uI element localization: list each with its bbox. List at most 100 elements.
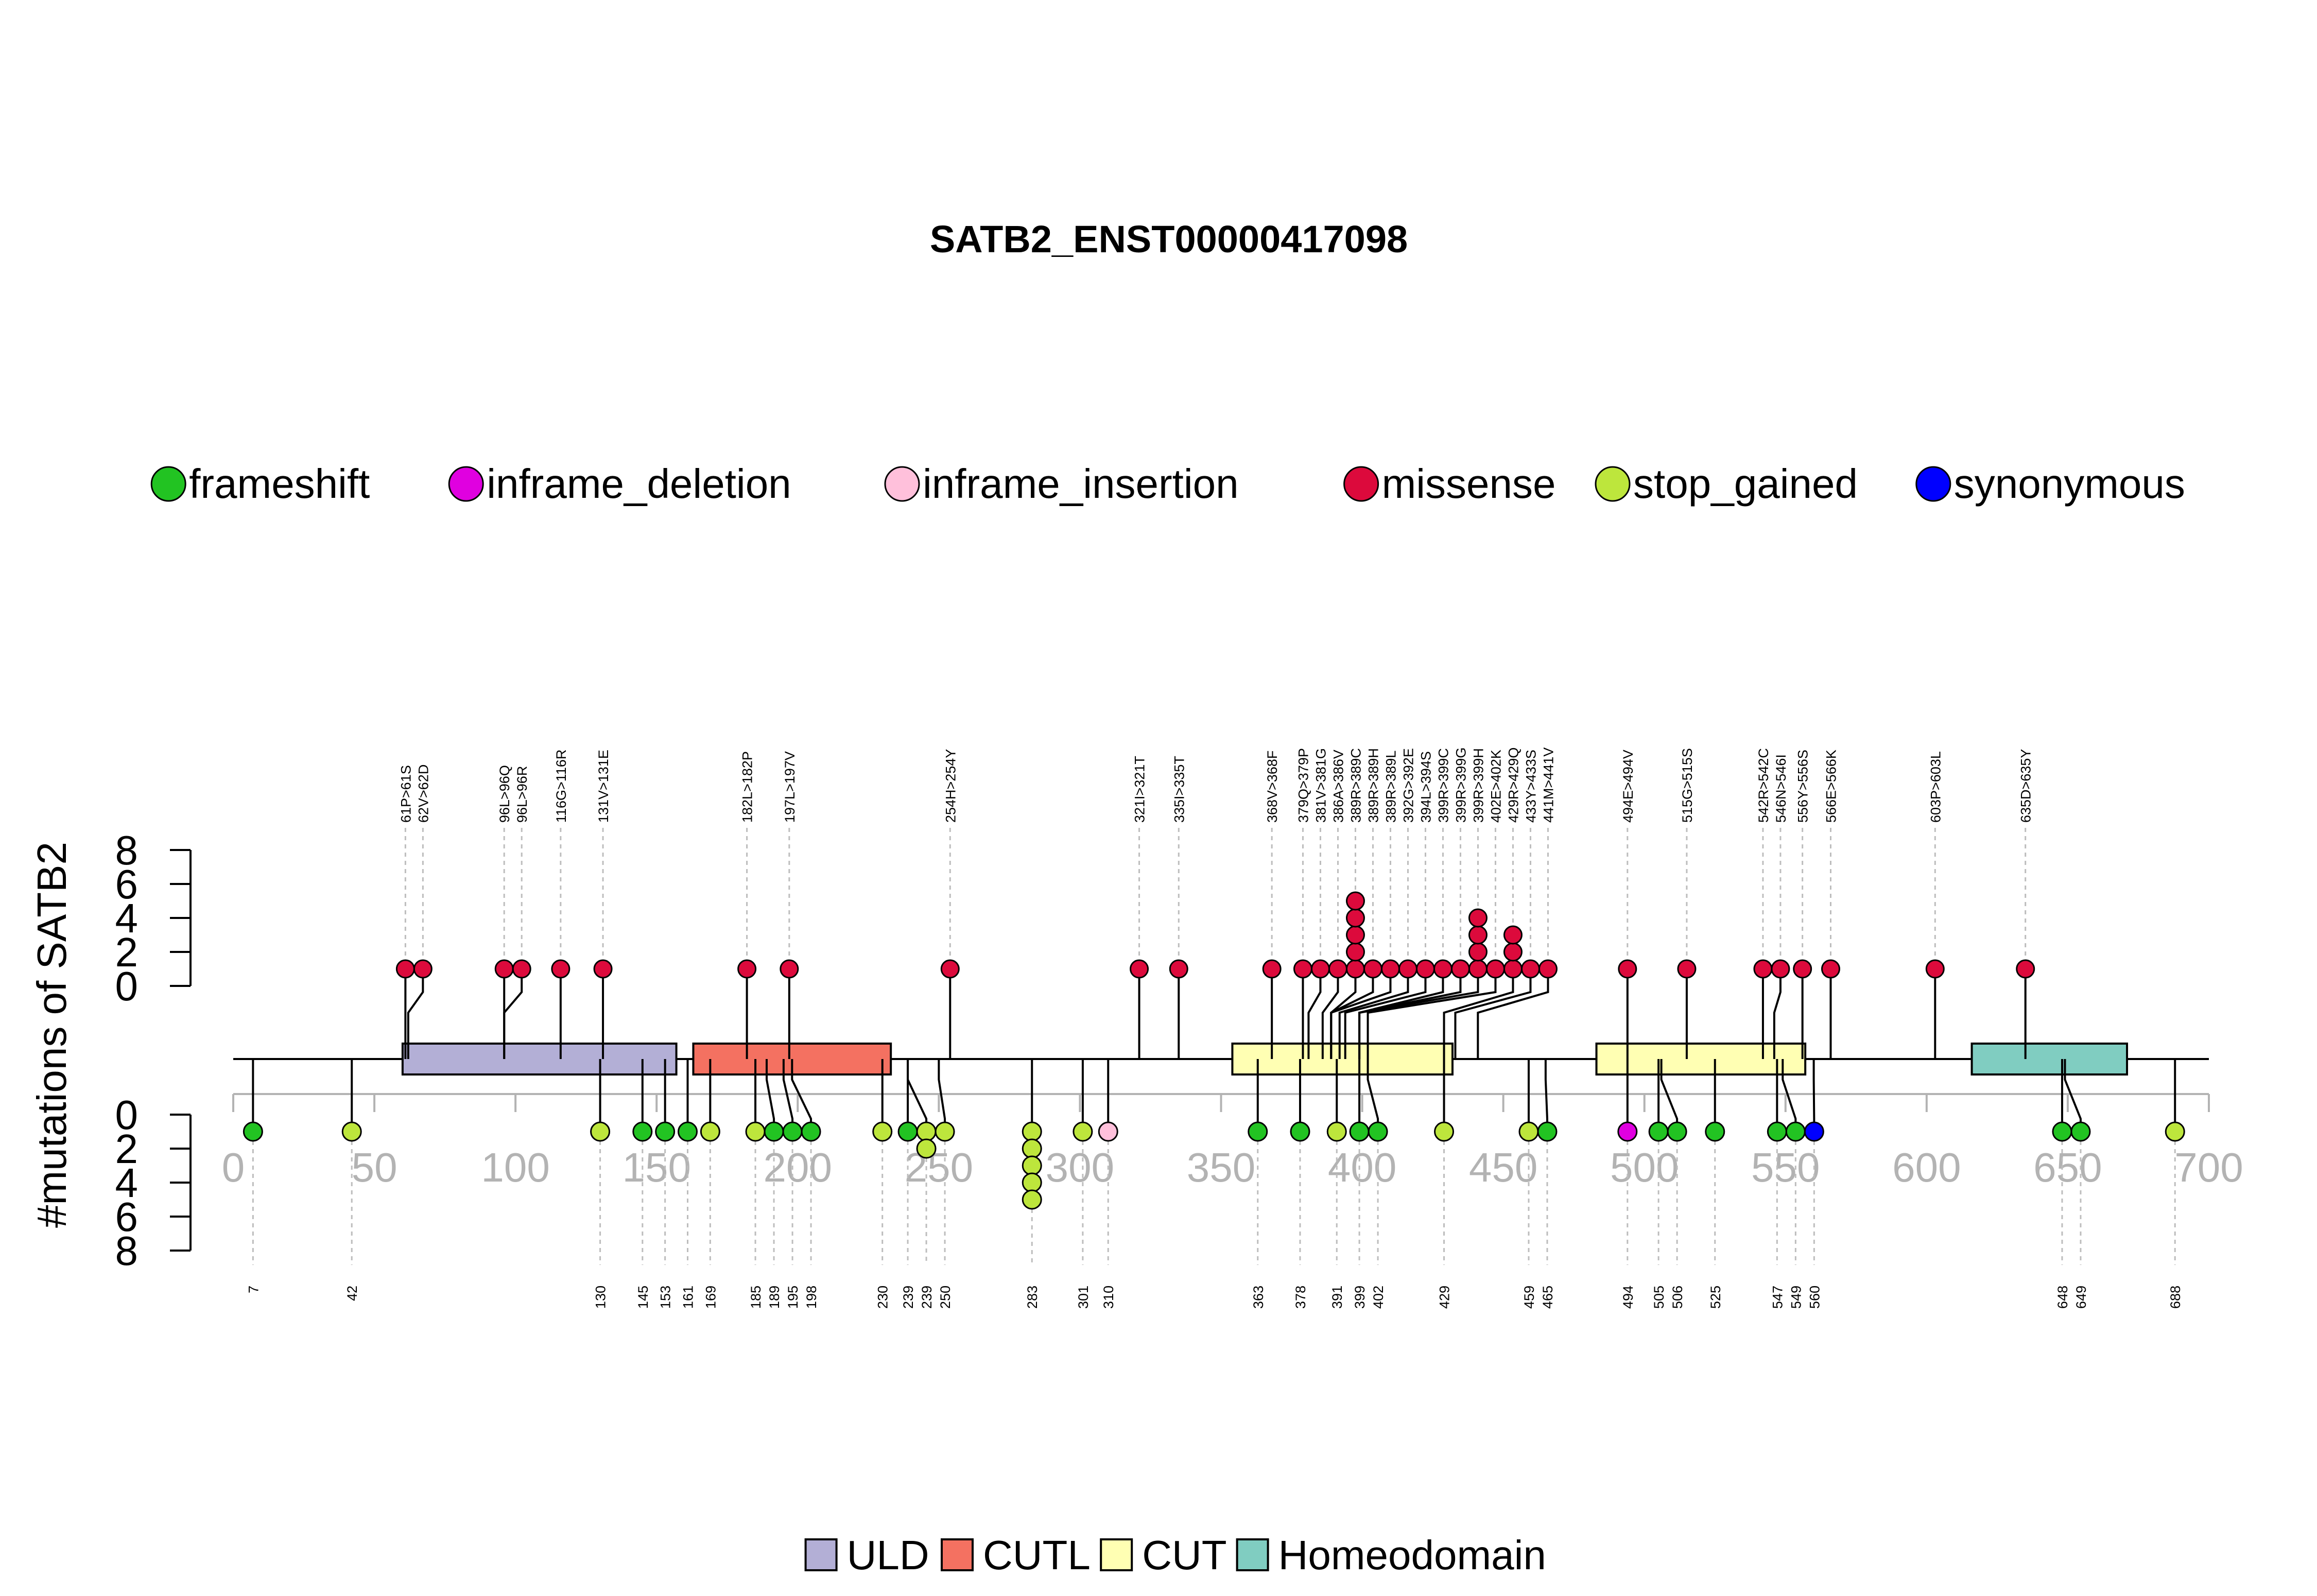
lower-dot-frameshift — [1537, 1121, 1558, 1142]
position-label: 505 — [1651, 1286, 1667, 1309]
lower-dot-310: 310 — [1098, 1059, 1118, 1309]
mutation-label: 394L>394S — [1418, 751, 1433, 823]
lollipop-head-missense — [1433, 959, 1453, 979]
upper-y-tick-label: 2 — [115, 929, 139, 975]
lollipop-368V>368F: 368V>368F — [1262, 751, 1282, 1059]
position-label: 547 — [1770, 1286, 1785, 1309]
lower-dot-inframe_deletion — [1617, 1121, 1638, 1142]
lollipop-335I>335T: 335I>335T — [1169, 756, 1188, 1059]
lollipop-566E>566K: 566E>566K — [1821, 750, 1840, 1059]
lollipop-381V>381G: 381V>381G — [1307, 748, 1330, 1059]
position-label: 648 — [2055, 1286, 2070, 1309]
lower-dot-399: 399 — [1349, 1059, 1370, 1309]
legend-label-synonymous: synonymous — [1954, 461, 2185, 507]
x-axis: 0 50 100 150 200 250 300 350 400 450 500 550 600 650 7… — [222, 1093, 2243, 1190]
mutation-label: 61P>61S — [398, 765, 413, 823]
x-tick-label: 150 — [622, 1144, 690, 1190]
position-label: 399 — [1352, 1286, 1368, 1309]
position-label: 363 — [1251, 1286, 1266, 1309]
lower-y-tick-label: 4 — [115, 1160, 139, 1206]
position-label: 169 — [703, 1286, 718, 1309]
mutation-label: 96L>96R — [514, 766, 530, 823]
lollipop-head-missense — [1753, 959, 1773, 979]
lollipop-stem — [1443, 969, 1514, 1059]
position-label: 189 — [767, 1286, 782, 1309]
legend-item-synonymous: synonymous — [1915, 461, 2185, 507]
lower-dot-stop_gained — [1073, 1121, 1093, 1142]
lower-dot-stop_gained — [1022, 1189, 1042, 1210]
position-label: 239 — [919, 1286, 935, 1309]
lower-dot-stop_gained — [590, 1121, 611, 1142]
legend-swatch-missense — [1343, 466, 1379, 502]
lollipop-head-missense — [1345, 891, 1365, 911]
lollipop-321I>321T: 321I>321T — [1130, 756, 1149, 1059]
lollipop-head-missense — [1363, 959, 1382, 979]
lower-dot-547: 547 — [1767, 1059, 1787, 1309]
lollipop-head-missense — [593, 959, 613, 979]
x-tick-label: 700 — [2174, 1144, 2243, 1190]
lower-dot-inframe_insertion — [1098, 1121, 1118, 1142]
lollipop-stem — [1358, 969, 1479, 1059]
mutation-label: 62V>62D — [416, 765, 431, 823]
lower-dot-145: 145 — [632, 1059, 653, 1309]
lower-dot-688: 688 — [2165, 1059, 2185, 1309]
lower-dot-frameshift — [243, 1121, 263, 1142]
legend-swatch-inframe_insertion — [884, 466, 920, 502]
lollipop-556Y>556S: 556Y>556S — [1793, 750, 1812, 1059]
lower-dot-frameshift — [632, 1121, 653, 1142]
position-label: 153 — [658, 1286, 673, 1309]
lower-dot-frameshift — [1248, 1121, 1268, 1142]
position-label: 429 — [1437, 1286, 1453, 1309]
mutation-label: 197L>197V — [782, 751, 798, 823]
lower-y-tick-label: 6 — [115, 1194, 139, 1240]
domain-legend-item-CUT: CUT — [1100, 1532, 1227, 1578]
domain-CUT — [1231, 1043, 1454, 1075]
x-tick-label: 100 — [481, 1144, 549, 1190]
lower-dot-198: 198 — [791, 1059, 821, 1309]
lower-dot-stop_gained — [1518, 1121, 1539, 1142]
lower-dot-560: 560 — [1804, 1059, 1824, 1309]
domain-CUT — [1595, 1043, 1807, 1075]
lollipop-254H>254Y: 254H>254Y — [940, 749, 960, 1059]
legend-swatch-stop_gained — [1595, 466, 1631, 502]
lollipop-stem — [1477, 969, 1549, 1059]
mutation-label: 429R>429Q — [1506, 748, 1521, 823]
lollipop-394L>394S: 394L>394S — [1344, 751, 1435, 1059]
lollipop-head-missense — [512, 959, 531, 979]
lollipop-392G>392E: 392G>392E — [1338, 748, 1417, 1059]
lower-y-tick-label: 2 — [115, 1126, 139, 1172]
legend-item-inframe_deletion: inframe_deletion — [448, 461, 791, 507]
lollipop-head-missense — [1130, 959, 1149, 979]
mutation-legend: frameshift inframe_deletion inframe_insert… — [150, 461, 2185, 507]
mutation-label: 402E>402K — [1488, 750, 1503, 823]
lollipop-head-missense — [1520, 959, 1540, 979]
position-label: 195 — [785, 1286, 801, 1309]
lower-dot-frameshift — [1705, 1121, 1725, 1142]
mutation-label: 603P>603L — [1928, 751, 1943, 823]
position-label: 649 — [2073, 1286, 2089, 1309]
lower-dot-frameshift — [678, 1121, 698, 1142]
x-tick-label: 450 — [1469, 1144, 1537, 1190]
legend-item-inframe_insertion: inframe_insertion — [884, 461, 1239, 507]
lower-dot-frameshift — [1648, 1121, 1669, 1142]
lower-dot-frameshift — [764, 1121, 784, 1142]
lower-dot-378: 378 — [1290, 1059, 1310, 1309]
lollipop-stem — [1330, 969, 1392, 1059]
position-label: 130 — [593, 1286, 609, 1309]
lollipop-515G>515S: 515G>515S — [1677, 748, 1697, 1059]
legend-label-stop_gained: stop_gained — [1633, 461, 1858, 507]
lollipop-head-missense — [1262, 959, 1282, 979]
x-tick-label: 200 — [764, 1144, 832, 1190]
mutation-label: 399R>399C — [1436, 748, 1451, 823]
lower-lollipops: 7 42 130 145 153 161 169 185 189 195 198 230 239 239 2… — [243, 1059, 2185, 1309]
mutation-label: 335I>335T — [1171, 756, 1187, 823]
mutation-label: 399R>399H — [1471, 748, 1486, 823]
legend-swatch-inframe_deletion — [448, 466, 484, 502]
mutation-label: 386A>386V — [1330, 750, 1346, 823]
lower-dot-230: 230 — [872, 1059, 893, 1309]
lollipop-head-missense — [1328, 959, 1347, 979]
mutation-label: 182L>182P — [740, 751, 755, 823]
mutation-label: 546N>546I — [1773, 754, 1789, 823]
lower-dot-525: 525 — [1705, 1059, 1725, 1309]
lollipop-stem — [1454, 969, 1532, 1059]
